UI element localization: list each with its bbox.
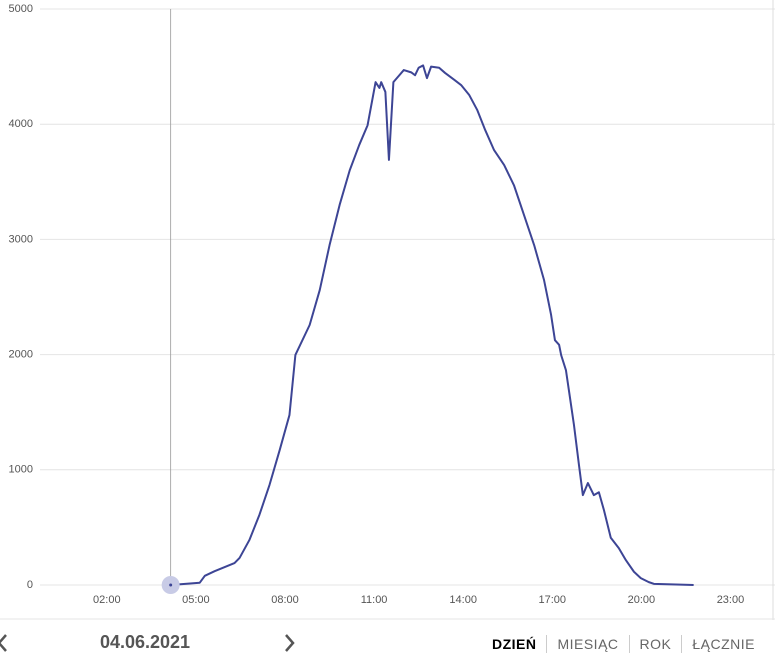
date-label: 04.06.2021 [99, 632, 191, 652]
chart: 0 1000 2000 3000 4000 5000 02:00 05:00 08:00 11:0… [0, 0, 775, 620]
x-tick-label: 05:00 [182, 594, 210, 606]
y-tick-label: 3000 [9, 233, 33, 245]
x-tick-label: 23:00 [717, 594, 745, 606]
tab[interactable]: ŁĄCZNIE [681, 635, 765, 653]
tab[interactable]: ROK [628, 635, 682, 653]
x-tick-label: 14:00 [449, 594, 477, 606]
x-tick-label: 02:00 [93, 594, 121, 606]
next-button[interactable] [280, 630, 300, 656]
x-tick-label: 08:00 [271, 594, 299, 606]
y-tick-label: 1000 [9, 464, 33, 476]
tab[interactable]: MIESIĄC [546, 635, 628, 653]
y-tick-label: 5000 [9, 3, 33, 15]
x-tick-label: 20:00 [628, 594, 656, 606]
data-line [170, 64, 694, 586]
y-tick-label: 0 [27, 579, 33, 591]
prev-button[interactable] [0, 630, 14, 656]
cursor-dot [169, 583, 173, 587]
navigation-bar: 04.06.2021 DZIEŃ MIESIĄC ROK ŁĄCZNIE [0, 622, 775, 665]
x-tick-label: 17:00 [539, 594, 567, 606]
tab-group: DZIEŃ MIESIĄC ROK ŁĄCZNIE [482, 635, 765, 653]
y-tick-label: 4000 [9, 118, 33, 130]
x-tick-label: 11:00 [361, 594, 388, 606]
tab[interactable]: DZIEŃ [491, 636, 537, 652]
y-tick-label: 2000 [9, 349, 33, 361]
